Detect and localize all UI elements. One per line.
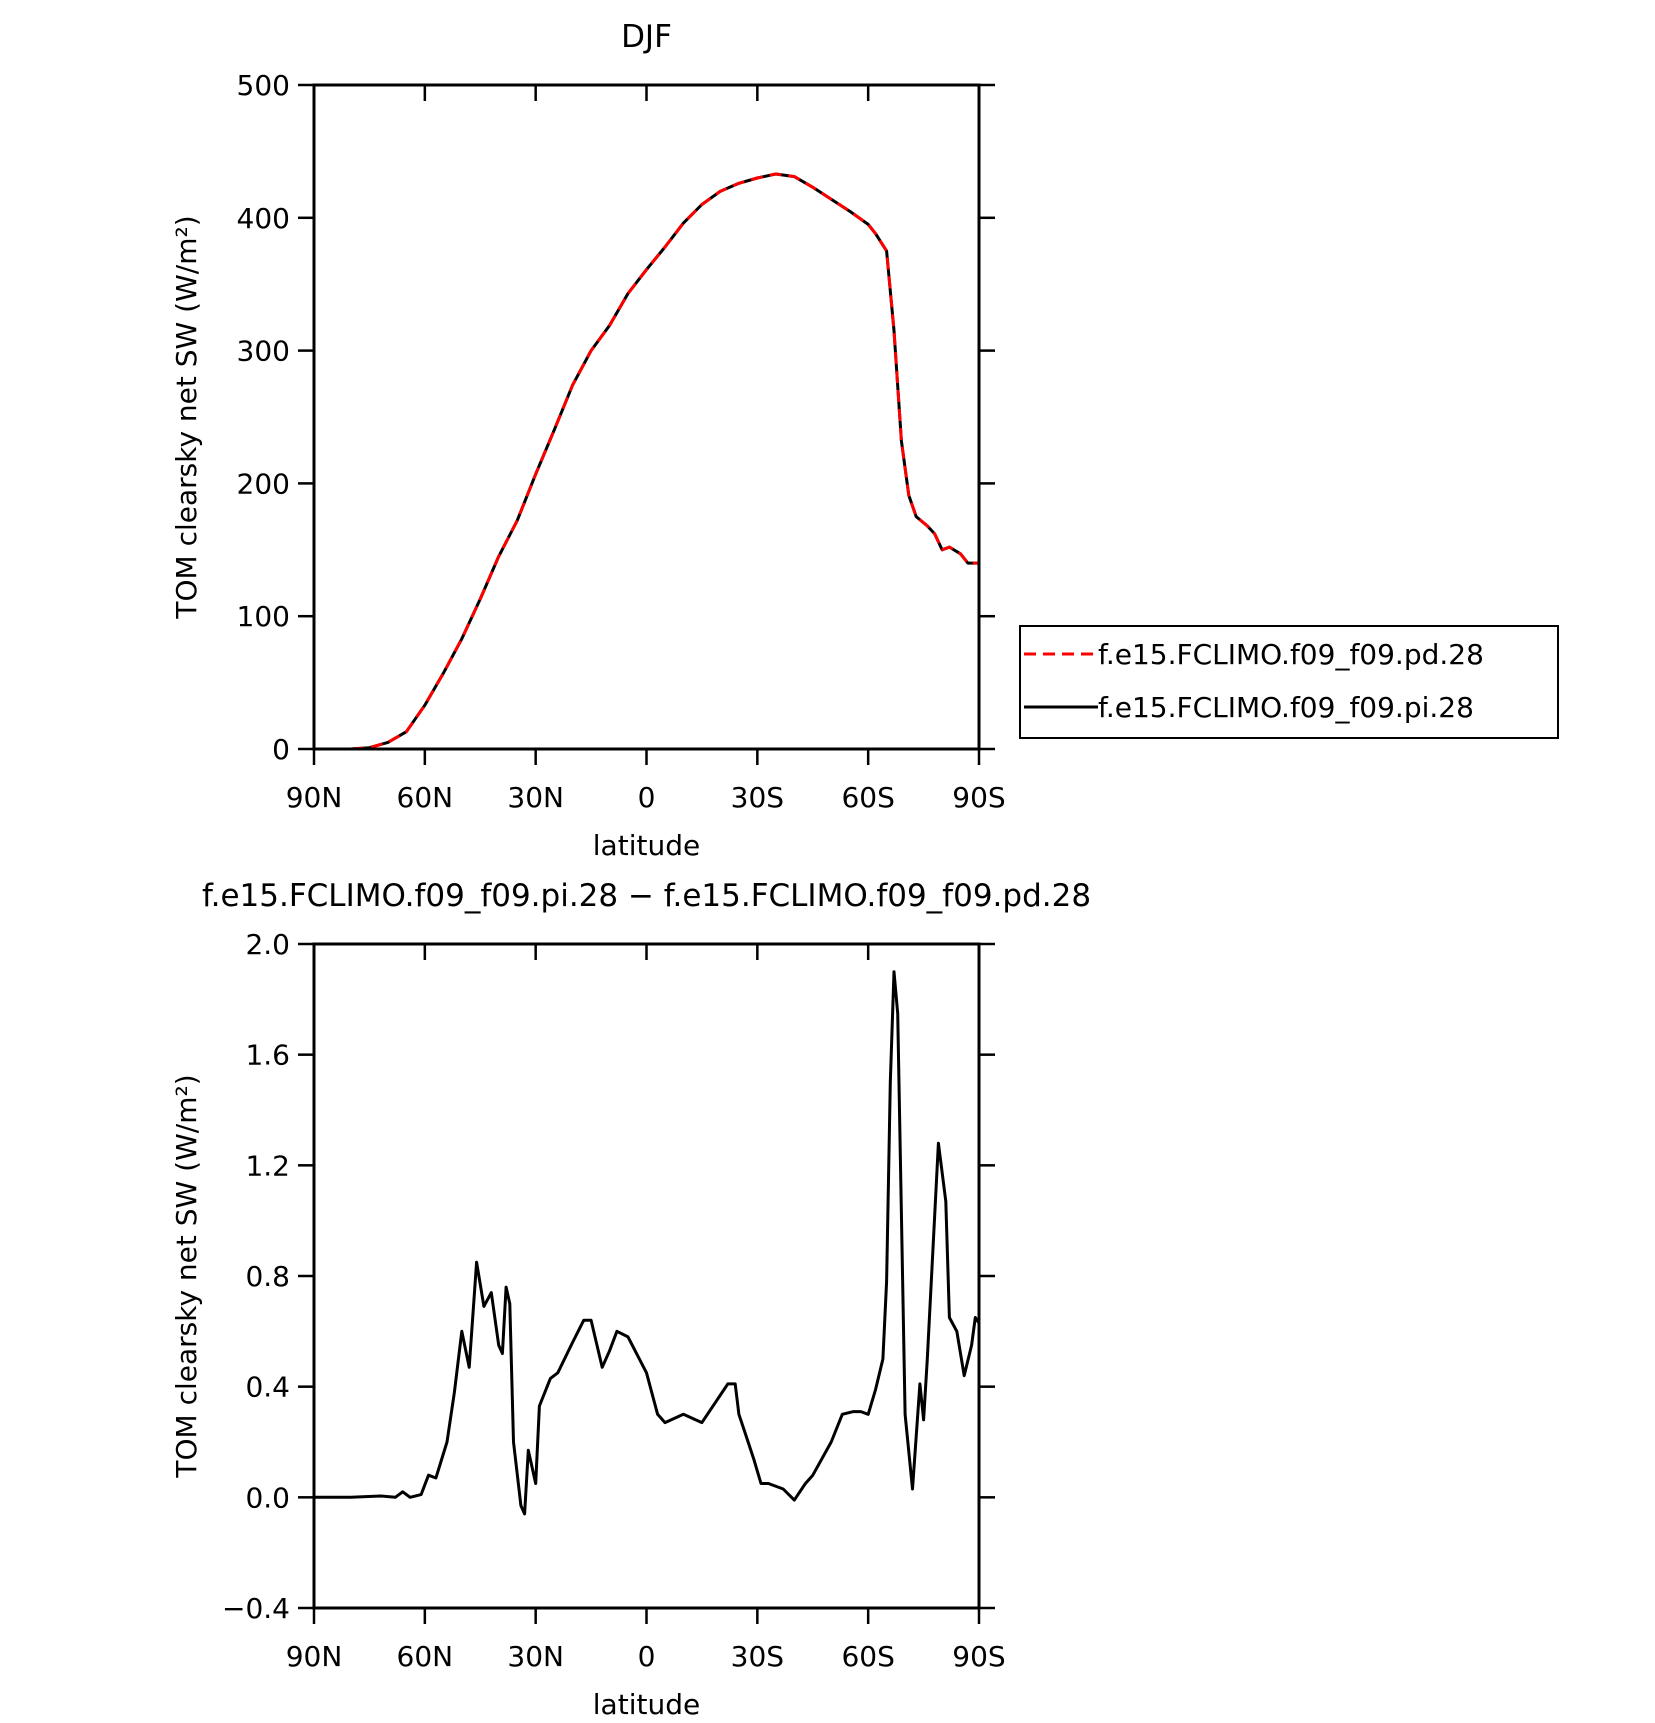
x-axis-label: latitude [593,1688,700,1719]
y-tick-label: 0.8 [245,1260,290,1293]
x-tick-label: 90S [952,781,1005,814]
x-tick-label: 0 [638,781,656,814]
y-tick-label: 0 [272,733,290,766]
x-tick-label: 30N [507,781,564,814]
legend-label: f.e15.FCLIMO.f09_f09.pi.28 [1098,691,1474,724]
data-line [314,172,979,751]
x-tick-label: 90S [952,1640,1005,1673]
x-tick-label: 90N [286,1640,343,1673]
x-tick-label: 30S [731,1640,784,1673]
x-axis-label: latitude [593,829,700,862]
x-tick-label: 60S [841,1640,894,1673]
legend-label: f.e15.FCLIMO.f09_f09.pd.28 [1098,638,1484,671]
y-tick-label: 1.6 [245,1039,290,1072]
x-tick-label: 0 [638,1640,656,1673]
y-tick-label: 200 [237,467,290,500]
x-tick-label: 60S [841,781,894,814]
plot-frame [312,942,981,1610]
x-tick-label: 60N [397,781,454,814]
chart-title: f.e15.FCLIMO.f09_f09.pi.28 − f.e15.FCLIM… [202,878,1091,914]
y-tick-label: 500 [237,69,290,102]
x-tick-label: 90N [286,781,343,814]
data-line [314,970,981,1516]
x-tick-label: 60N [397,1640,454,1673]
y-tick-label: 400 [237,202,290,235]
y-axis-label: TOM clearsky net SW (W/m²) [170,215,203,619]
y-tick-label: 0.0 [245,1481,290,1514]
legend-box [1019,625,1559,739]
chart-title: DJF [621,19,672,55]
y-tick-label: 100 [237,600,290,633]
y-axis-label: TOM clearsky net SW (W/m²) [170,1074,203,1478]
x-tick-label: 30S [731,781,784,814]
plot-frame [312,83,981,751]
y-tick-label: 1.2 [245,1149,290,1182]
y-tick-label: −0.4 [222,1592,290,1625]
y-tick-label: 2.0 [245,928,290,961]
data-line [314,172,979,751]
y-tick-label: 0.4 [245,1371,290,1404]
x-tick-label: 30N [507,1640,564,1673]
y-tick-label: 300 [237,335,290,368]
